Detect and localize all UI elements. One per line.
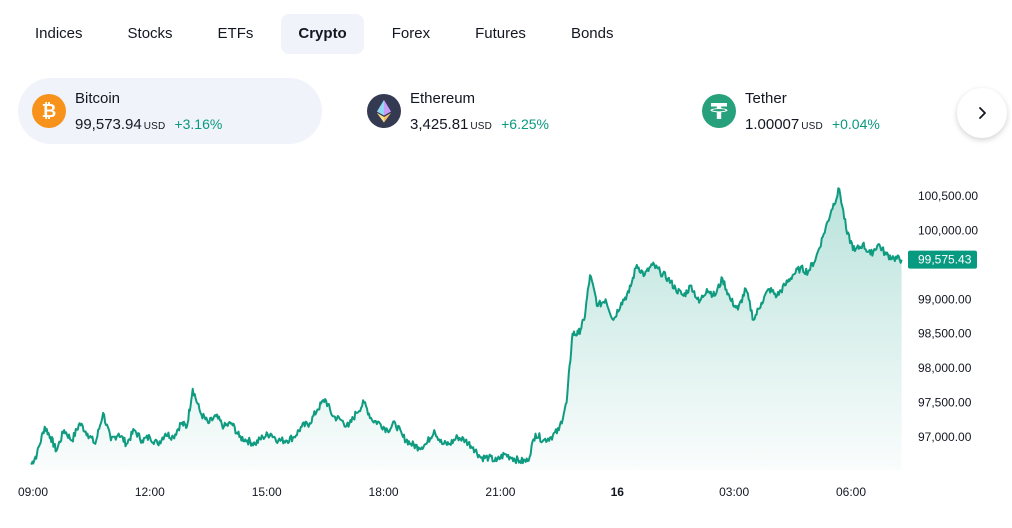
last-price-label: 99,575.43 [918, 253, 972, 267]
y-tick-label: 98,000.00 [918, 361, 972, 375]
asset-quote: 3,425.81 USD +6.25% [410, 116, 549, 133]
asset-name: Tether [745, 90, 787, 107]
next-button[interactable] [957, 88, 1007, 138]
chart-svg: 100,500.00 100,000.00 99,000.00 98,500.00 98… [18, 187, 978, 499]
asset-cards: ₿ Bitcoin 99,573.94 USD +3.16% Ethereum 3,425.… [18, 78, 998, 146]
x-tick-label: 15:00 [252, 485, 282, 499]
chevron-right-icon [979, 107, 986, 119]
tab-futures[interactable]: Futures [475, 25, 526, 42]
market-tabs: Indices Stocks ETFs Crypto Forex Futures Bonds [18, 14, 641, 54]
asset-change: +3.16% [174, 116, 223, 132]
price-chart[interactable]: 100,500.00 100,000.00 99,000.00 98,500.00 98… [0, 170, 1012, 510]
asset-currency: USD [801, 121, 823, 132]
tab-bonds[interactable]: Bonds [570, 25, 614, 42]
asset-price: 99,573.94 [75, 116, 142, 133]
tab-crypto[interactable]: Crypto [281, 14, 364, 54]
asset-name: Bitcoin [75, 90, 121, 107]
x-tick-label: 06:00 [836, 485, 866, 499]
last-price-badge [908, 250, 977, 269]
price-area [31, 188, 902, 470]
x-tick-label: 09:00 [18, 485, 48, 499]
y-tick-label: 98,500.00 [918, 327, 972, 341]
svg-text:₿: ₿ [42, 101, 57, 122]
asset-quote: 1.00007 USD +0.04% [745, 116, 880, 133]
asset-name: Ethereum [410, 90, 476, 107]
tab-indices[interactable]: Indices [35, 25, 83, 42]
bitcoin-icon: ₿ [32, 94, 66, 128]
asset-currency: USD [470, 121, 493, 132]
asset-change: +6.25% [501, 116, 549, 132]
asset-card-bitcoin[interactable]: ₿ Bitcoin 99,573.94 USD +3.16% [18, 78, 322, 144]
y-tick-label: 100,000.00 [918, 223, 978, 237]
x-tick-label: 21:00 [485, 485, 515, 499]
tab-forex[interactable]: Forex [391, 25, 431, 42]
x-tick-label: 03:00 [719, 485, 749, 499]
asset-price: 1.00007 [745, 116, 800, 133]
x-tick-label: 16 [611, 485, 625, 499]
ethereum-icon [367, 94, 401, 128]
y-tick-label: 97,500.00 [918, 396, 972, 410]
asset-currency: USD [143, 121, 166, 132]
x-tick-label: 12:00 [135, 485, 165, 499]
y-tick-label: 100,500.00 [918, 189, 978, 203]
asset-quote: 99,573.94 USD +3.16% [75, 116, 222, 133]
tab-etfs[interactable]: ETFs [217, 25, 254, 42]
asset-card-ethereum[interactable]: Ethereum 3,425.81 USD +6.25% [353, 78, 657, 144]
tether-icon [702, 94, 736, 128]
asset-change: +0.04% [831, 116, 880, 132]
price-line [30, 187, 903, 466]
asset-price: 3,425.81 [410, 116, 469, 133]
y-tick-label: 97,000.00 [918, 430, 972, 444]
asset-card-tether[interactable]: Tether 1.00007 USD +0.04% [688, 78, 992, 144]
x-tick-label: 18:00 [369, 485, 399, 499]
y-tick-label: 99,000.00 [918, 292, 972, 306]
tab-stocks[interactable]: Stocks [127, 25, 173, 42]
